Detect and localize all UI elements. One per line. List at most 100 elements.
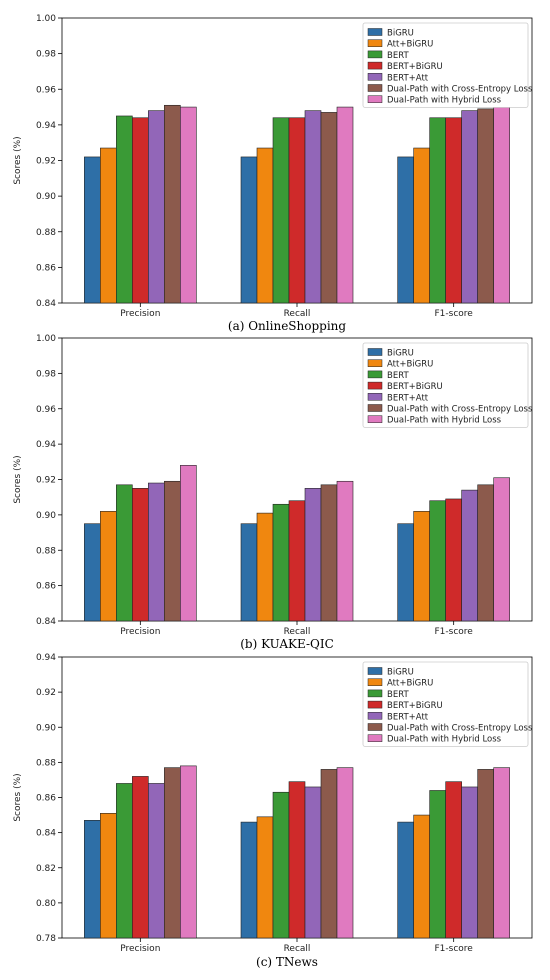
bar bbox=[148, 783, 165, 939]
panel-caption: (a) OnlineShopping bbox=[228, 319, 347, 333]
bar bbox=[304, 110, 322, 304]
legend-swatch bbox=[367, 381, 383, 390]
y-tick-label: 0.86 bbox=[36, 794, 56, 804]
x-tick-label: F1-score bbox=[434, 944, 473, 954]
legend-box bbox=[362, 661, 529, 747]
legend-label: Dual-Path with Cross-Entropy Loss bbox=[387, 85, 533, 95]
bar bbox=[148, 482, 165, 622]
y-tick-label: 0.78 bbox=[36, 934, 56, 944]
bar bbox=[84, 820, 101, 939]
legend-label: Att+BiGRU bbox=[387, 679, 433, 689]
bar bbox=[304, 786, 322, 939]
y-tick-label: 0.94 bbox=[36, 440, 56, 450]
legend-label: BiGRU bbox=[387, 29, 414, 39]
legend-label: BERT+BiGRU bbox=[387, 382, 443, 392]
legend-swatch bbox=[367, 50, 383, 59]
y-tick-label: 0.88 bbox=[36, 546, 56, 556]
legend-label: BERT bbox=[387, 690, 409, 700]
legend-swatch bbox=[367, 689, 383, 698]
bar bbox=[180, 106, 197, 304]
bar bbox=[132, 488, 149, 622]
bar bbox=[164, 767, 181, 939]
legend-swatch bbox=[367, 723, 383, 731]
bar bbox=[320, 769, 338, 939]
y-tick-label: 0.90 bbox=[36, 511, 56, 521]
y-tick-label: 0.86 bbox=[36, 263, 56, 273]
bar bbox=[429, 117, 446, 304]
bar bbox=[320, 112, 338, 304]
bar bbox=[240, 156, 258, 304]
bar bbox=[132, 117, 149, 304]
y-axis-label: Scores (%) bbox=[13, 773, 23, 821]
bar bbox=[336, 480, 354, 622]
bar bbox=[477, 108, 494, 304]
bar bbox=[477, 484, 494, 622]
y-tick-label: 0.86 bbox=[36, 582, 56, 592]
y-tick-label: 0.80 bbox=[36, 899, 56, 909]
bar bbox=[336, 106, 354, 304]
x-tick-label: F1-score bbox=[434, 627, 473, 637]
bar bbox=[304, 488, 322, 622]
legend-swatch bbox=[367, 359, 383, 367]
bar bbox=[288, 117, 306, 304]
bar bbox=[429, 500, 446, 622]
legend-label: BERT bbox=[387, 371, 409, 381]
legend-swatch bbox=[367, 700, 383, 709]
legend-label: Att+BiGRU bbox=[387, 40, 433, 50]
y-tick-label: 0.92 bbox=[36, 476, 56, 486]
y-tick-label: 1.00 bbox=[36, 14, 56, 24]
y-tick-label: 0.84 bbox=[36, 829, 56, 839]
bar bbox=[256, 816, 274, 939]
legend-label: Dual-Path with Hybrid Loss bbox=[387, 735, 502, 745]
y-tick-label: 0.98 bbox=[36, 50, 56, 60]
legend-swatch bbox=[367, 73, 383, 81]
legend-label: BERT+Att bbox=[387, 712, 429, 722]
y-tick-label: 0.88 bbox=[36, 228, 56, 238]
y-tick-label: 0.96 bbox=[36, 405, 56, 415]
legend-swatch bbox=[367, 61, 383, 70]
x-tick-label: Precision bbox=[120, 627, 160, 637]
legend-swatch bbox=[367, 39, 383, 47]
chart-panel-3: 0.78 0.80 0.82 0.84 0.86 0.88 0.90 0.92 0.94 Scor… bbox=[13, 653, 533, 969]
bar bbox=[493, 106, 510, 304]
y-tick-label: 1.00 bbox=[36, 334, 56, 344]
bar bbox=[180, 465, 197, 622]
bar bbox=[461, 489, 478, 622]
bar bbox=[256, 512, 274, 622]
legend-label: Dual-Path with Cross-Entropy Loss bbox=[387, 724, 533, 734]
bar bbox=[445, 781, 462, 939]
y-tick-label: 0.84 bbox=[36, 617, 56, 627]
bar bbox=[180, 765, 197, 939]
y-tick-label: 0.96 bbox=[36, 85, 56, 95]
panel-caption: (c) TNews bbox=[256, 955, 318, 969]
bar bbox=[132, 776, 149, 939]
legend-label: Dual-Path with Cross-Entropy Loss bbox=[387, 405, 533, 415]
bar bbox=[397, 821, 414, 939]
legend-swatch bbox=[367, 712, 383, 720]
x-tick-label: Recall bbox=[284, 944, 311, 954]
y-tick-label: 0.84 bbox=[36, 299, 56, 309]
x-tick-label: Recall bbox=[284, 627, 311, 637]
legend-swatch bbox=[367, 370, 383, 379]
bar bbox=[84, 156, 101, 304]
bar bbox=[493, 767, 510, 939]
legend-label: BERT bbox=[387, 51, 409, 61]
bar bbox=[413, 814, 430, 939]
legend-swatch bbox=[367, 667, 383, 675]
bar bbox=[461, 786, 478, 939]
bar bbox=[493, 477, 510, 622]
y-tick-label: 0.90 bbox=[36, 723, 56, 733]
y-axis-label: Scores (%) bbox=[13, 136, 23, 184]
bar bbox=[100, 813, 117, 939]
bar bbox=[116, 484, 133, 622]
bar bbox=[429, 790, 446, 939]
bar bbox=[240, 523, 258, 622]
bar bbox=[100, 511, 117, 622]
bar bbox=[272, 791, 290, 939]
y-axis-label: Scores (%) bbox=[13, 455, 23, 503]
y-tick-label: 0.82 bbox=[36, 864, 56, 874]
bar bbox=[397, 156, 414, 304]
x-tick-label: Recall bbox=[284, 309, 311, 319]
